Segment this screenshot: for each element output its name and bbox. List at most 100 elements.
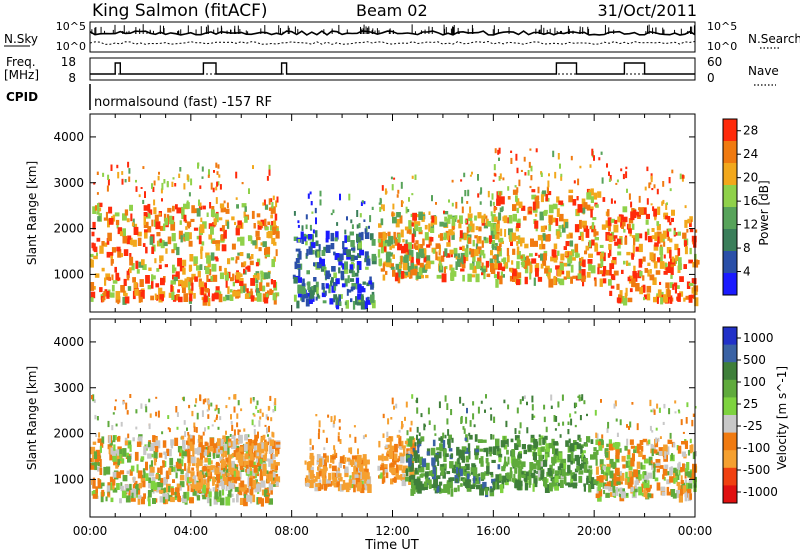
scatter-cell — [413, 450, 418, 459]
scatter-cell — [593, 447, 597, 452]
scatter-cell — [383, 469, 388, 474]
scatter-cell — [581, 232, 584, 242]
scatter-cell — [270, 279, 273, 285]
scatter-cell — [319, 458, 323, 467]
scatter-cell — [315, 414, 318, 417]
scatter-cell — [495, 474, 501, 483]
scatter-cell — [191, 282, 194, 291]
scatter-cell — [144, 191, 146, 198]
scatter-cell — [685, 417, 688, 424]
scatter-cell — [214, 292, 219, 300]
scatter-cell — [196, 412, 199, 420]
scatter-cell — [162, 496, 166, 503]
scatter-cell — [561, 270, 565, 275]
scatter-cell — [691, 419, 694, 427]
scatter-cell — [554, 428, 557, 431]
scatter-cell — [260, 277, 263, 283]
scatter-cell — [669, 282, 674, 288]
scatter-cell — [450, 272, 455, 281]
scatter-cell — [124, 209, 129, 216]
scatter-cell — [137, 495, 142, 499]
scatter-cell — [570, 233, 573, 239]
scatter-cell — [500, 440, 506, 448]
scatter-cell — [402, 239, 405, 243]
scatter-cell — [126, 470, 131, 475]
scatter-cell — [245, 449, 249, 455]
scatter-cell — [292, 274, 296, 279]
scatter-cell — [162, 440, 167, 448]
scatter-cell — [516, 261, 520, 270]
scatter-cell — [669, 295, 673, 304]
scatter-cell — [495, 223, 500, 232]
scatter-cell — [492, 434, 495, 440]
scatter-cell — [488, 235, 493, 243]
scatter-cell — [106, 185, 109, 192]
scatter-cell — [609, 458, 614, 468]
scatter-cell — [407, 209, 410, 213]
scatter-cell — [216, 484, 219, 488]
scatter-cell — [240, 236, 245, 246]
scatter-cell — [563, 459, 566, 464]
scatter-cell — [92, 286, 96, 290]
scatter-cell — [114, 399, 117, 402]
scatter-cell — [120, 285, 125, 293]
scatter-cell — [318, 470, 322, 477]
scatter-cell — [251, 295, 254, 300]
scatter-cell — [411, 443, 415, 448]
scatter-cell — [158, 287, 163, 296]
scatter-cell — [206, 255, 211, 264]
scatter-cell — [597, 441, 601, 446]
scatter-cell — [253, 445, 257, 452]
scatter-cell — [205, 252, 210, 258]
scatter-cell — [676, 481, 681, 487]
scatter-cell — [344, 229, 347, 235]
scatter-cell — [349, 269, 353, 274]
scatter-cell — [608, 178, 611, 182]
scatter-cell — [275, 450, 278, 457]
scatter-cell — [667, 236, 670, 241]
scatter-cell — [677, 474, 680, 480]
scatter-cell — [195, 482, 199, 491]
scatter-cell — [235, 272, 241, 280]
scatter-cell — [106, 251, 111, 258]
scatter-cell — [187, 232, 192, 240]
scatter-cell — [254, 484, 259, 493]
scatter-cell — [470, 274, 476, 278]
nave-tick-top: 60 — [707, 55, 722, 69]
scatter-cell — [243, 261, 247, 266]
scatter-cell — [423, 481, 428, 487]
scatter-cell — [112, 280, 118, 284]
scatter-cell — [502, 177, 505, 181]
scatter-cell — [127, 433, 130, 439]
scatter-cell — [542, 190, 547, 195]
scatter-cell — [421, 458, 427, 468]
scatter-cell — [486, 465, 490, 475]
scatter-cell — [337, 467, 340, 471]
scatter-cell — [107, 174, 110, 180]
scatter-cell — [218, 293, 223, 303]
scatter-cell — [90, 282, 95, 291]
scatter-cell — [405, 271, 408, 276]
scatter-cell — [498, 247, 502, 257]
scatter-cell — [443, 210, 445, 214]
scatter-cell — [583, 458, 588, 463]
scatter-cell — [112, 412, 115, 415]
scatter-cell — [378, 475, 381, 479]
scatter-cell — [462, 403, 465, 406]
scatter-cell — [107, 218, 110, 228]
scatter-cell — [357, 253, 362, 258]
scatter-cell — [159, 225, 164, 231]
scatter-cell — [654, 477, 659, 482]
scatter-cell — [136, 464, 139, 473]
scatter-cell — [411, 459, 414, 467]
scatter-cell — [229, 294, 234, 301]
scatter-cell — [457, 219, 460, 223]
scatter-cell — [557, 482, 561, 487]
scatter-cell — [584, 250, 588, 255]
scatter-cell — [498, 457, 502, 463]
scatter-cell — [588, 263, 592, 271]
scatter-cell — [325, 437, 328, 443]
scatter-cell — [184, 278, 188, 288]
scatter-cell — [644, 268, 648, 273]
